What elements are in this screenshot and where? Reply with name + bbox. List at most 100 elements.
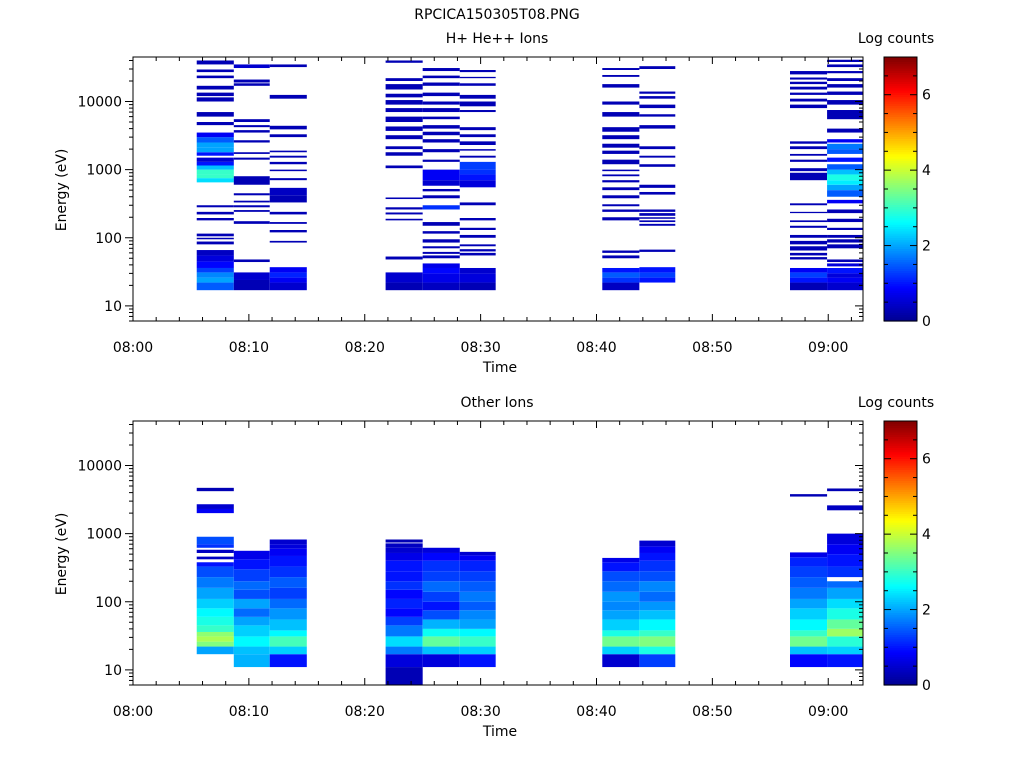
colorbar-segment bbox=[884, 153, 917, 157]
colorbar-segment bbox=[884, 473, 917, 477]
heatmap-cell bbox=[827, 505, 863, 511]
heatmap-cell bbox=[790, 566, 828, 578]
heatmap-cell bbox=[422, 251, 460, 254]
heatmap-cell bbox=[422, 222, 460, 226]
colorbar-segment bbox=[884, 90, 917, 93]
colorbar-segment bbox=[884, 250, 917, 254]
colorbar-segment bbox=[884, 68, 917, 71]
colorbar-segment bbox=[884, 301, 917, 304]
heatmap-cell bbox=[422, 282, 460, 291]
heatmap-cell bbox=[459, 273, 496, 283]
heatmap-cell bbox=[827, 59, 863, 62]
colorbar-segment bbox=[884, 658, 917, 662]
heatmap-cell bbox=[196, 544, 234, 548]
heatmap-cell bbox=[269, 598, 307, 609]
colorbar-segment bbox=[884, 230, 917, 234]
colorbar-segment bbox=[884, 294, 917, 298]
heatmap-cell bbox=[269, 187, 307, 196]
panel-title: H+ He++ Ions bbox=[446, 31, 549, 47]
heatmap-cell bbox=[459, 581, 496, 592]
colorbar-segment bbox=[884, 292, 917, 296]
colorbar-segment bbox=[884, 259, 917, 263]
heatmap-cell bbox=[196, 152, 234, 156]
heatmap-cell bbox=[233, 608, 270, 617]
heatmap-cell bbox=[459, 141, 496, 145]
colorbar-segment bbox=[884, 641, 917, 644]
colorbar-segment bbox=[884, 471, 917, 475]
x-tick-label: 08:30 bbox=[460, 704, 500, 720]
heatmap-cell bbox=[827, 608, 863, 620]
colorbar-segment bbox=[884, 445, 917, 448]
colorbar: 0 2 4 6 bbox=[883, 420, 931, 694]
colorbar-segment bbox=[884, 310, 917, 313]
colorbar-tick-label: 6 bbox=[922, 88, 931, 104]
colorbar-segment bbox=[884, 145, 917, 148]
colorbar-segment bbox=[884, 105, 917, 109]
colorbar-segment bbox=[884, 255, 917, 258]
colorbar-segment bbox=[884, 674, 917, 677]
colorbar-segment bbox=[884, 92, 917, 95]
heatmap-cell bbox=[459, 282, 496, 291]
colorbar-segment bbox=[884, 266, 917, 269]
colorbar-segment bbox=[884, 140, 917, 144]
colorbar-segment bbox=[884, 539, 917, 543]
heatmap-cell bbox=[422, 169, 460, 181]
heatmap-cell bbox=[639, 630, 676, 637]
colorbar-segment bbox=[884, 654, 917, 657]
heatmap-cell bbox=[196, 75, 234, 79]
heatmap-cell bbox=[639, 610, 676, 620]
colorbar-segment bbox=[884, 151, 917, 155]
heatmap-cell bbox=[602, 646, 640, 655]
colorbar-segment bbox=[884, 268, 917, 271]
colorbar-segment bbox=[884, 285, 917, 289]
colorbar-segment bbox=[884, 614, 917, 618]
heatmap-cell bbox=[196, 157, 234, 162]
heatmap-cell bbox=[269, 608, 307, 620]
heatmap-cell bbox=[233, 636, 270, 647]
heatmap-cell bbox=[790, 272, 828, 278]
colorbar-segment bbox=[884, 647, 917, 651]
heatmap-cell bbox=[269, 566, 307, 578]
colorbar-segment bbox=[884, 85, 917, 89]
colorbar-segment bbox=[884, 498, 917, 501]
heatmap-cells bbox=[196, 487, 863, 685]
heatmap-cell bbox=[233, 625, 270, 637]
heatmap-cell bbox=[639, 552, 676, 561]
heatmap-cell bbox=[196, 608, 234, 617]
colorbar-segment bbox=[884, 252, 917, 256]
heatmap-cell bbox=[459, 234, 496, 238]
heatmap-cell bbox=[196, 261, 234, 268]
colorbar-segment bbox=[884, 160, 917, 164]
colorbar-segment bbox=[884, 316, 917, 320]
colorbar-segment bbox=[884, 667, 917, 671]
heatmap-cell bbox=[233, 140, 270, 143]
colorbar-segment bbox=[884, 568, 917, 572]
heatmap-cell bbox=[827, 244, 863, 249]
colorbar-segment bbox=[884, 138, 917, 142]
heatmap-cell bbox=[790, 630, 828, 637]
heatmap-cell bbox=[233, 176, 270, 185]
heatmap-cell bbox=[827, 149, 863, 154]
colorbar-segment bbox=[884, 65, 917, 69]
heatmap-cell bbox=[385, 552, 423, 561]
heatmap-cell bbox=[602, 636, 640, 647]
heatmap-cell bbox=[196, 641, 234, 647]
heatmap-cell bbox=[459, 601, 496, 611]
heatmap-cell bbox=[459, 169, 496, 175]
heatmap-cell bbox=[827, 566, 863, 578]
colorbar-segment bbox=[884, 645, 917, 649]
colorbar-segment bbox=[884, 561, 917, 565]
heatmap-cell bbox=[602, 255, 640, 259]
heatmap-cell bbox=[827, 263, 863, 267]
heatmap-cell bbox=[827, 91, 863, 95]
heatmap-cell bbox=[827, 282, 863, 291]
colorbar-segment bbox=[884, 443, 917, 446]
colorbar-segment bbox=[884, 244, 917, 247]
heatmap-cell bbox=[790, 557, 828, 567]
colorbar-segment bbox=[884, 559, 917, 563]
heatmap-cell bbox=[602, 204, 640, 207]
colorbar-segment bbox=[884, 616, 917, 620]
colorbar-segment bbox=[884, 546, 917, 550]
heatmap-cell bbox=[602, 610, 640, 620]
colorbar: 0 2 4 6 bbox=[883, 56, 931, 330]
